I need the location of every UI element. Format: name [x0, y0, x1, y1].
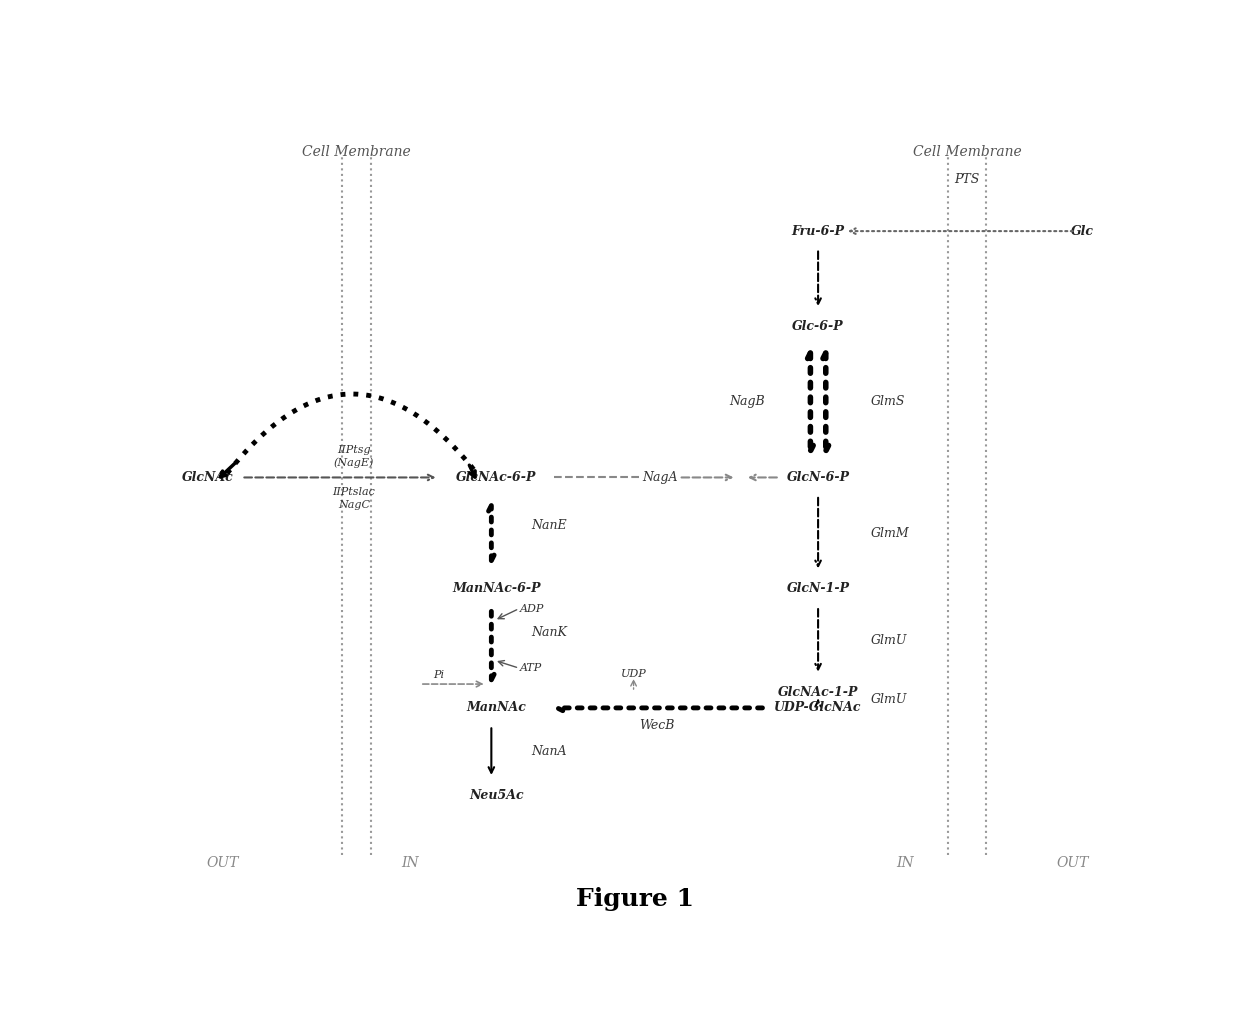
Text: NanK: NanK	[531, 626, 567, 639]
Text: NagA: NagA	[642, 471, 677, 484]
Text: GlmU: GlmU	[870, 634, 908, 647]
Text: Pi: Pi	[433, 670, 444, 679]
Text: (NagE): (NagE)	[334, 458, 374, 469]
Text: Cell Membrane: Cell Membrane	[303, 144, 412, 159]
Text: OUT: OUT	[206, 856, 238, 870]
Text: UDP: UDP	[621, 669, 646, 679]
Text: Glc: Glc	[1071, 225, 1094, 237]
Text: ManNAc: ManNAc	[466, 702, 526, 714]
Text: GlcNAc-1-P: GlcNAc-1-P	[777, 685, 858, 699]
Text: PTS: PTS	[955, 173, 980, 186]
Text: Neu5Ac: Neu5Ac	[469, 788, 523, 802]
Text: Fru-6-P: Fru-6-P	[791, 225, 844, 237]
Text: GlcNAc: GlcNAc	[182, 471, 233, 484]
Text: NanE: NanE	[531, 519, 567, 531]
Text: NagB: NagB	[729, 395, 765, 409]
Text: IIPtsg: IIPtsg	[337, 445, 371, 455]
Text: GlcN-1-P: GlcN-1-P	[786, 582, 849, 595]
Text: OUT: OUT	[1056, 856, 1089, 870]
Text: Glc-6-P: Glc-6-P	[792, 320, 844, 333]
Text: Cell Membrane: Cell Membrane	[913, 144, 1022, 159]
Text: Figure 1: Figure 1	[577, 886, 694, 910]
Text: NanA: NanA	[531, 745, 567, 759]
Text: GlmS: GlmS	[870, 395, 905, 409]
Text: IN: IN	[895, 856, 914, 870]
Text: NagC: NagC	[339, 501, 370, 510]
Text: ATP: ATP	[521, 664, 542, 673]
Text: GlcN-6-P: GlcN-6-P	[786, 471, 849, 484]
Text: GlmM: GlmM	[870, 526, 910, 540]
Text: WecB: WecB	[640, 719, 675, 732]
Text: ADP: ADP	[521, 604, 544, 614]
Text: GlmU: GlmU	[870, 694, 908, 707]
Text: IIPtslac: IIPtslac	[332, 487, 376, 496]
Text: UDP-GlcNAc: UDP-GlcNAc	[774, 702, 862, 714]
Text: IN: IN	[401, 856, 418, 870]
Text: GlcNAc-6-P: GlcNAc-6-P	[456, 471, 537, 484]
Text: ManNAc-6-P: ManNAc-6-P	[451, 582, 541, 595]
